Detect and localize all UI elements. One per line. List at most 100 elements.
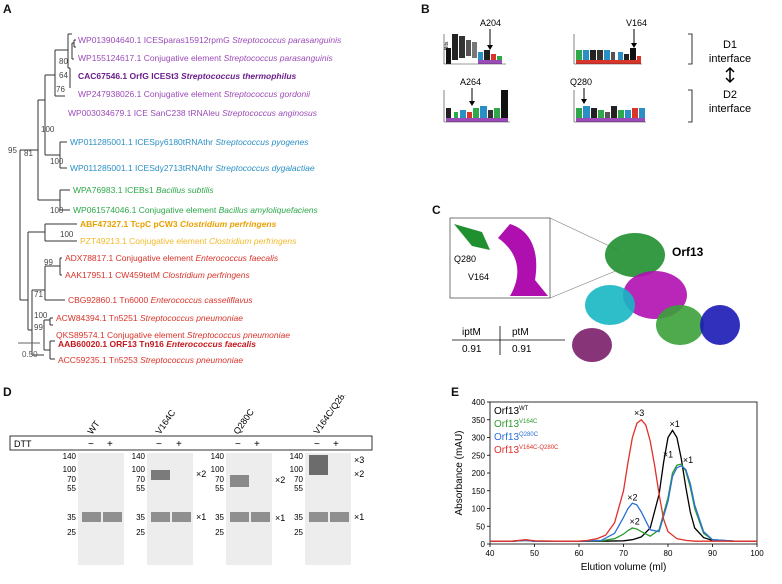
taxon-label: WPA76983.1 ICEBs1 Bacillus subtilis xyxy=(73,185,214,195)
panel-label-b: B xyxy=(421,2,430,16)
metric-header-iptm: iptM xyxy=(462,327,481,338)
mw-marker: 140 xyxy=(132,452,146,461)
bootstrap-value: 100 xyxy=(50,206,64,215)
marker-label: V164 xyxy=(626,18,647,28)
taxon-label: WP013904640.1 ICESparas15912rpmG Strepto… xyxy=(78,35,342,45)
mw-marker: 55 xyxy=(67,484,76,493)
panel-label-e: E xyxy=(451,385,460,399)
metric-header-ptm: ptM xyxy=(512,327,529,338)
bootstrap-value: 76 xyxy=(56,85,65,94)
panel-label-d: D xyxy=(3,385,12,399)
x-tick-label: 100 xyxy=(750,549,764,558)
mw-marker: 140 xyxy=(290,452,304,461)
band-label: ×2 xyxy=(354,469,364,479)
mw-marker: 55 xyxy=(215,484,224,493)
dtt-label: DTT xyxy=(14,439,32,449)
logo-d1-left: Bits xyxy=(443,34,506,65)
taxon-label: WP155124617.1 Conjugative element Strept… xyxy=(78,53,333,63)
tree-scale-label: 0.50 xyxy=(22,350,38,359)
dtt-box xyxy=(9,435,373,451)
band-label: ×3 xyxy=(354,455,364,465)
d2-label-sub: interface xyxy=(709,103,751,115)
structure-model: Q280 V164 Orf13 iptM ptM 0.91 0.91 xyxy=(449,217,740,362)
metric-value-iptm: 0.91 xyxy=(462,344,482,355)
inset-label-v164: V164 xyxy=(468,272,489,282)
inset-strand xyxy=(454,224,490,250)
bootstrap-value: 81 xyxy=(24,149,33,158)
bootstrap-value: 100 xyxy=(41,125,55,134)
d2-bracket xyxy=(688,89,693,123)
bootstrap-value: 100 xyxy=(60,230,74,239)
mw-marker: 140 xyxy=(211,452,225,461)
plus-sign: + xyxy=(176,439,182,450)
bootstrap-value: 71 xyxy=(34,290,43,299)
legend-entry: Orf13WT xyxy=(494,406,529,417)
marker-a204: A204 xyxy=(480,18,501,50)
gel-v164c: 140 100 70 55 35 25 ×2 ×1 xyxy=(132,452,206,565)
mw-marker: 70 xyxy=(67,475,76,484)
plus-sign: + xyxy=(254,439,260,450)
taxon-label: PZT49213.1 Conjugative element Clostridi… xyxy=(80,236,297,246)
y-tick-label: 100 xyxy=(472,505,486,514)
sec-chart: Absorbance (mAU) Elution volume (ml) 40 5… xyxy=(454,398,765,573)
plus-sign: + xyxy=(107,439,113,450)
x-axis-label: Elution volume (ml) xyxy=(581,562,667,573)
taxon-label: WP061574046.1 Conjugative element Bacill… xyxy=(73,205,319,215)
peak-label: ×3 xyxy=(634,408,644,418)
lane-header-q280c: Q280C xyxy=(231,407,256,437)
band-label: ×1 xyxy=(275,513,285,523)
panel-label-a: A xyxy=(3,2,12,16)
x-tick-label: 60 xyxy=(575,549,584,558)
series-line xyxy=(490,418,757,542)
gel-panel: WT V164C Q280C V164C/Q280C DTT − + − + −… xyxy=(9,395,373,565)
taxa-labels: WP013904640.1 ICESparas15912rpmG Strepto… xyxy=(56,35,342,365)
taxon-label: ADX78817.1 Conjugative element Enterococ… xyxy=(65,253,279,263)
marker-label: A264 xyxy=(460,77,481,87)
chain-green-top xyxy=(605,233,665,277)
minus-sign: − xyxy=(88,439,94,450)
peak-label: ×1 xyxy=(683,455,693,465)
gel-double: 140 100 70 55 35 25 ×3 ×2 ×1 xyxy=(290,452,364,565)
panel-label-c: C xyxy=(432,203,441,217)
metric-value-ptm: 0.91 xyxy=(512,344,532,355)
logo-d2-right xyxy=(573,90,646,123)
taxon-label: CAC67546.1 OrfG ICESt3 Streptococcus the… xyxy=(78,71,297,81)
legend-entry: Orf13V164C-Q280C xyxy=(494,445,559,456)
legend-entry: Orf13Q280C xyxy=(494,432,539,443)
marker-q280: Q280 xyxy=(570,77,592,104)
mw-marker: 55 xyxy=(294,484,303,493)
taxon-label: AAK17951.1 CW459tetM Clostridium perfrin… xyxy=(65,270,251,280)
band-label: ×1 xyxy=(196,512,206,522)
y-tick-label: 50 xyxy=(476,522,485,531)
band-label: ×2 xyxy=(196,469,206,479)
phylogenetic-tree: 0.50 80 64 76 100 81 95 100 100 100 99 7… xyxy=(8,33,342,365)
taxon-label: WP011285001.1 ICESdy2713tRNAthr Streptoc… xyxy=(70,163,315,173)
y-tick-label: 150 xyxy=(472,487,486,496)
legend-entry: Orf13V164C xyxy=(494,419,538,430)
y-tick-label: 300 xyxy=(472,434,486,443)
band-label: ×1 xyxy=(354,512,364,522)
mw-marker: 100 xyxy=(211,465,225,474)
series-line xyxy=(490,465,757,542)
logo-d1-right xyxy=(573,34,642,65)
bootstrap-value: 100 xyxy=(34,311,48,320)
chart-series xyxy=(490,418,757,542)
peak-label: ×1 xyxy=(663,450,673,460)
x-tick-label: 80 xyxy=(664,549,673,558)
peak-label: ×1 xyxy=(670,419,680,429)
mw-marker: 100 xyxy=(132,465,146,474)
marker-a264: A264 xyxy=(460,77,481,106)
mw-marker: 25 xyxy=(67,528,76,537)
bits-axis-label: Bits xyxy=(444,41,450,50)
x-tick-label: 90 xyxy=(708,549,717,558)
inset-helix xyxy=(498,224,548,296)
marker-label: Q280 xyxy=(570,77,592,87)
sequence-logos: Bits A204 V164 xyxy=(443,18,751,123)
taxon-label: QKS89574.1 Conjugative element Streptoco… xyxy=(56,330,290,340)
d1-label: D1 xyxy=(723,39,737,51)
mw-marker: 25 xyxy=(136,528,145,537)
logo-d2-left xyxy=(443,90,510,123)
mw-marker: 35 xyxy=(67,513,76,522)
chart-axes: 40 50 60 70 80 90 100 0 50 100 150 200 250 300 350 400 xyxy=(472,398,765,558)
bootstrap-value: 100 xyxy=(50,157,64,166)
